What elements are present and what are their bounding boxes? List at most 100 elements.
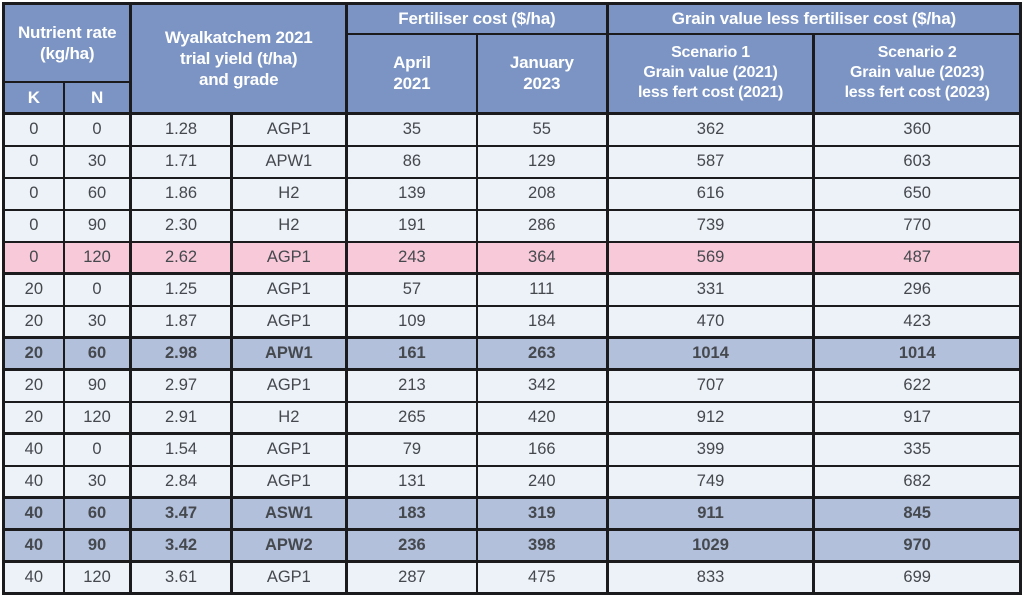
cell-grade: AGP1 (230, 304, 349, 339)
cell-january-2023: 319 (475, 496, 609, 531)
cell-k: 0 (2, 144, 65, 179)
cell-scenario1: 707 (606, 368, 816, 403)
cell-scenario1: 912 (606, 400, 816, 435)
cell-grade: AGP1 (230, 240, 349, 275)
cell-yield: 1.87 (129, 304, 233, 339)
cell-yield: 1.54 (129, 432, 233, 467)
cell-april-2021: 79 (345, 432, 478, 467)
cell-k: 20 (2, 400, 65, 435)
cell-april-2021: 86 (345, 144, 478, 179)
cell-scenario2: 487 (812, 240, 1022, 275)
cell-n: 0 (62, 112, 133, 147)
header-n: N (62, 80, 133, 115)
cell-k: 40 (2, 496, 65, 531)
cell-january-2023: 286 (475, 208, 609, 243)
cell-scenario2: 650 (812, 176, 1022, 211)
cell-n: 90 (62, 528, 133, 563)
cell-k: 40 (2, 528, 65, 563)
cell-yield: 3.42 (129, 528, 233, 563)
cell-yield: 3.61 (129, 560, 233, 595)
cell-scenario1: 399 (606, 432, 816, 467)
cell-n: 60 (62, 496, 133, 531)
header-nutrient-rate: Nutrient rate (kg/ha) (2, 2, 133, 83)
cell-n: 90 (62, 368, 133, 403)
header-row-sub: April 2021 January 2023 Scenario 1 Grain… (4, 32, 1022, 115)
cell-yield: 2.30 (129, 208, 233, 243)
cell-yield: 2.98 (129, 336, 233, 371)
cell-grade: APW2 (230, 528, 349, 563)
cell-n: 60 (62, 176, 133, 211)
cell-yield: 1.86 (129, 176, 233, 211)
cell-scenario1: 911 (606, 496, 816, 531)
cell-yield: 2.84 (129, 464, 233, 499)
cell-n: 0 (62, 432, 133, 467)
cell-yield: 2.91 (129, 400, 233, 435)
table-row: 20 0 1.25 AGP1 57 111 331 296 (2, 272, 1022, 307)
header-scenario-1: Scenario 1 Grain value (2021) less fert … (606, 32, 816, 115)
cell-yield: 1.71 (129, 144, 233, 179)
cell-april-2021: 35 (345, 112, 478, 147)
cell-january-2023: 129 (475, 144, 609, 179)
cell-april-2021: 161 (345, 336, 478, 371)
cell-april-2021: 191 (345, 208, 478, 243)
cell-scenario1: 749 (606, 464, 816, 499)
header-grain-value-group: Grain value less fertiliser cost ($/ha) (606, 2, 1022, 35)
cell-grade: ASW1 (230, 496, 349, 531)
cell-grade: AGP1 (230, 560, 349, 595)
table-header: Nutrient rate (kg/ha) Wyalkatchem 2021 t… (2, 2, 1022, 115)
cell-k: 0 (2, 208, 65, 243)
cell-grade: AGP1 (230, 368, 349, 403)
table-row: 40 0 1.54 AGP1 79 166 399 335 (2, 432, 1022, 467)
cell-scenario2: 1014 (812, 336, 1022, 371)
cell-k: 20 (2, 336, 65, 371)
cell-april-2021: 213 (345, 368, 478, 403)
cell-january-2023: 398 (475, 528, 609, 563)
cell-scenario1: 833 (606, 560, 816, 595)
cell-n: 60 (62, 336, 133, 371)
cell-scenario2: 845 (812, 496, 1022, 531)
table-body: 0 0 1.28 AGP1 35 55 362 360 0 30 1.71 AP… (2, 112, 1022, 595)
cell-april-2021: 265 (345, 400, 478, 435)
table-row-highlight-blue: 40 90 3.42 APW2 236 398 1029 970 (2, 528, 1022, 563)
cell-january-2023: 55 (475, 112, 609, 147)
cell-grade: AGP1 (230, 272, 349, 307)
cell-k: 20 (2, 272, 65, 307)
cell-january-2023: 475 (475, 560, 609, 595)
cell-n: 90 (62, 208, 133, 243)
cell-april-2021: 287 (345, 560, 478, 595)
cell-january-2023: 342 (475, 368, 609, 403)
fertiliser-cost-table: Nutrient rate (kg/ha) Wyalkatchem 2021 t… (2, 2, 1022, 595)
table-row: 0 90 2.30 H2 191 286 739 770 (2, 208, 1022, 243)
cell-april-2021: 183 (345, 496, 478, 531)
table-row: 0 0 1.28 AGP1 35 55 362 360 (2, 112, 1022, 147)
header-trial-yield-grade: Wyalkatchem 2021 trial yield (t/ha) and … (129, 2, 348, 115)
cell-scenario2: 603 (812, 144, 1022, 179)
cell-scenario2: 423 (812, 304, 1022, 339)
cell-scenario1: 1014 (606, 336, 816, 371)
cell-grade: H2 (230, 400, 349, 435)
header-april-2021: April 2021 (345, 32, 478, 115)
cell-april-2021: 139 (345, 176, 478, 211)
cell-january-2023: 111 (475, 272, 609, 307)
cell-n: 30 (62, 144, 133, 179)
cell-scenario2: 622 (812, 368, 1022, 403)
cell-scenario1: 739 (606, 208, 816, 243)
header-row-groups: Nutrient rate (kg/ha) Wyalkatchem 2021 t… (2, 2, 1022, 115)
cell-scenario1: 331 (606, 272, 816, 307)
table-row-highlight-blue: 20 60 2.98 APW1 161 263 1014 1014 (2, 336, 1022, 371)
cell-n: 120 (62, 560, 133, 595)
cell-january-2023: 420 (475, 400, 609, 435)
cell-yield: 1.25 (129, 272, 233, 307)
cell-k: 20 (2, 304, 65, 339)
cell-scenario1: 1029 (606, 528, 816, 563)
cell-grade: H2 (230, 208, 349, 243)
cell-scenario2: 360 (812, 112, 1022, 147)
cell-n: 30 (62, 304, 133, 339)
cell-scenario1: 616 (606, 176, 816, 211)
cell-k: 0 (2, 112, 65, 147)
table-row-highlight-pink: 0 120 2.62 AGP1 243 364 569 487 (2, 240, 1022, 275)
cell-n: 120 (62, 400, 133, 435)
table-row: 0 30 1.71 APW1 86 129 587 603 (2, 144, 1022, 179)
cell-january-2023: 240 (475, 464, 609, 499)
cell-k: 0 (2, 240, 65, 275)
